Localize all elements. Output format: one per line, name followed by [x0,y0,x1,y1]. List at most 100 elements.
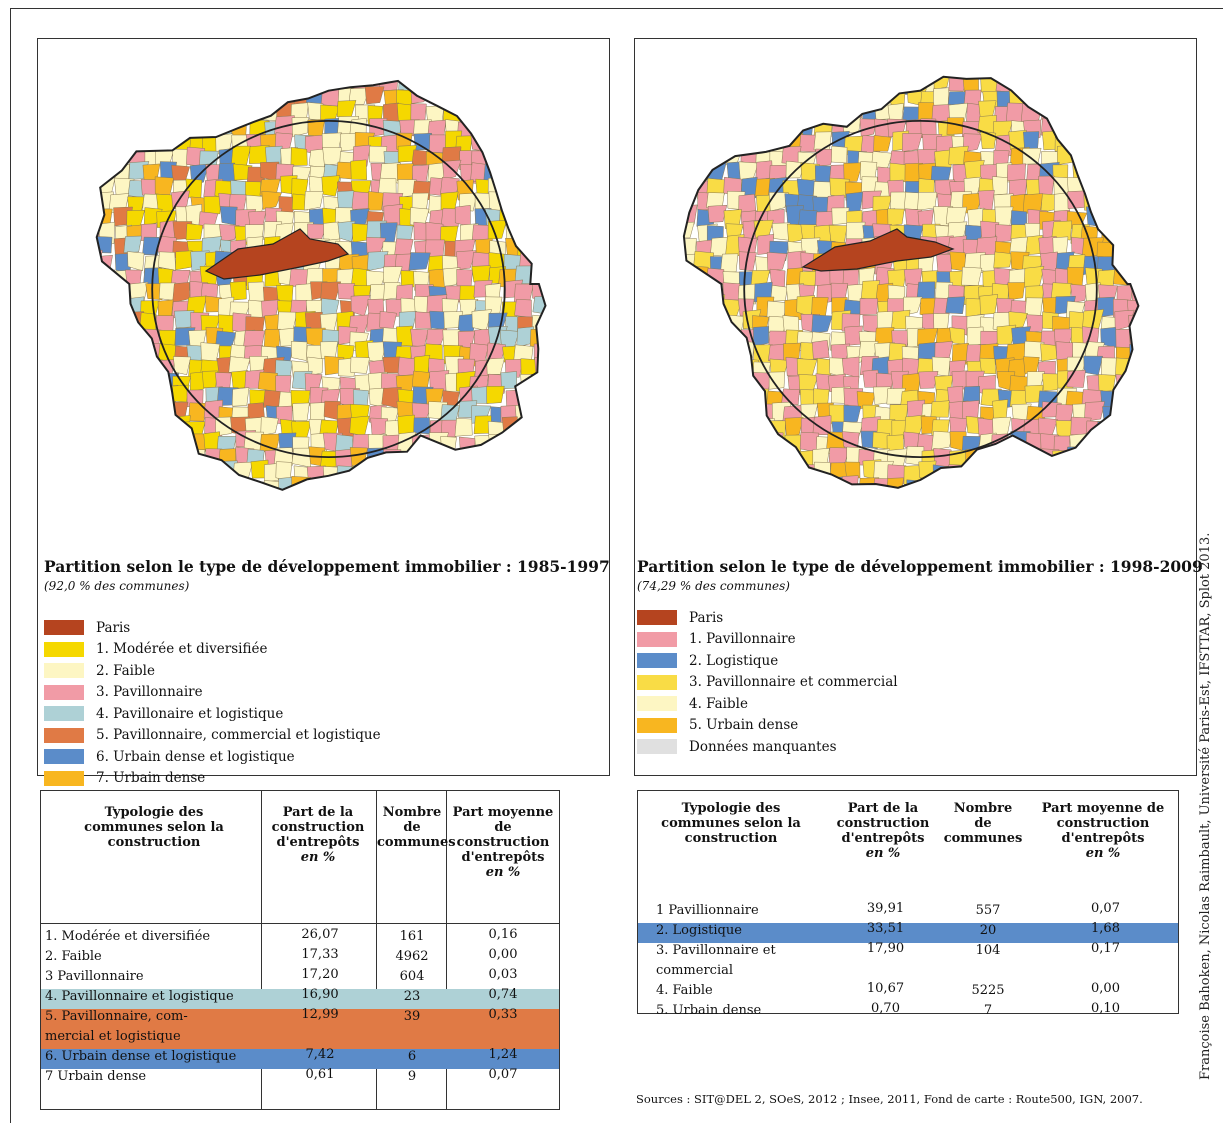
commune-cell [708,131,727,153]
commune-cell [274,490,295,509]
commune-cell [1172,208,1193,227]
commune-cell [650,181,667,201]
commune-cell [548,346,565,362]
commune-cell [1069,104,1087,121]
commune-cell [594,523,609,539]
commune-cell [932,525,948,539]
commune-cell [783,76,805,94]
table-cell-nb: 20 [979,923,997,938]
commune-cell [757,522,774,539]
commune-cell [276,509,295,526]
commune-cell [533,255,546,276]
commune-cell [504,525,521,539]
table-cell-type: 1 Pavillionnaire [656,903,759,918]
commune-cell [682,512,702,530]
commune-cell [978,189,995,211]
commune-cell [578,238,596,257]
commune-cell [295,522,314,539]
commune-cell [945,296,966,315]
commune-cell [1189,446,1196,464]
commune-cell [561,267,581,287]
commune-cell [96,339,105,360]
commune-cell [652,226,670,243]
right-legend-item: Paris [637,607,898,629]
commune-cell [1129,495,1145,513]
credit-note: Françoise Bahoken, Nicolas Raimbault, Un… [1198,532,1213,1080]
commune-cell [1125,120,1139,139]
commune-cell [652,405,671,421]
commune-cell [202,115,219,136]
commune-cell [205,509,223,529]
commune-cell [1084,149,1104,167]
commune-cell [606,210,609,227]
commune-cell [80,511,100,528]
commune-cell [561,281,577,299]
commune-cell [189,495,208,514]
commune-cell [460,477,480,490]
commune-cell [425,475,444,490]
commune-cell [1023,507,1039,525]
commune-cell [665,102,683,120]
commune-cell [1163,302,1181,322]
commune-cell [608,162,609,181]
left-table-row: 6. Urbain dense et logistique 7,42 6 1,24 [41,1047,559,1069]
commune-cell [519,145,539,165]
commune-cell [546,496,566,514]
commune-cell [231,100,251,120]
commune-cell [561,90,577,110]
commune-cell [666,145,681,164]
commune-cell [1040,343,1058,362]
commune-cell [1174,299,1194,318]
commune-cell [1191,461,1197,481]
commune-cell [995,224,1013,243]
commune-cell [71,359,87,378]
commune-cell [38,210,55,230]
commune-cell [368,56,385,73]
commune-cell [39,391,57,410]
commune-cell [635,447,650,466]
left-map-paris [204,228,350,280]
left-table-row: 7 Urbain dense 0,61 9 0,07 [41,1067,559,1089]
commune-cell [1052,76,1073,95]
commune-cell [159,403,176,421]
commune-cell [1067,87,1084,107]
commune-cell [217,80,235,90]
commune-cell [169,435,189,455]
commune-cell [96,389,102,408]
left-map-outline [95,79,547,491]
commune-cell [501,59,520,76]
commune-cell [1115,374,1134,395]
commune-cell [724,448,744,468]
commune-cell [66,522,83,539]
commune-cell [499,162,519,183]
commune-cell [1173,433,1193,452]
commune-cell [814,165,832,184]
commune-cell [396,461,417,479]
commune-cell [156,448,175,467]
commune-cell [593,495,609,511]
left-map-ring [151,119,506,459]
commune-cell [292,402,310,422]
commune-cell [664,89,683,108]
commune-cell [383,266,403,284]
commune-cell [1146,346,1162,364]
right-legend: Paris 1. Pavillonnaire 2. Logistique 3. Pav… [637,607,898,758]
table-cell-nb: 5225 [971,983,1005,998]
legend-swatch [637,610,677,626]
commune-cell [605,341,609,361]
commune-cell [460,57,480,76]
commune-cell [264,80,284,93]
commune-cell [142,435,162,457]
commune-cell [752,118,773,139]
commune-cell [202,370,218,389]
left-table-row: 1. Modérée et diversifiée 26,07 161 0,16 [41,927,559,949]
commune-cell [1098,435,1118,457]
commune-cell [367,191,384,211]
commune-cell [534,162,546,183]
commune-cell [126,372,144,392]
commune-cell [592,181,609,198]
commune-cell [460,449,480,467]
commune-cell [229,281,247,301]
commune-cell [1098,56,1116,74]
commune-cell [997,496,1014,513]
